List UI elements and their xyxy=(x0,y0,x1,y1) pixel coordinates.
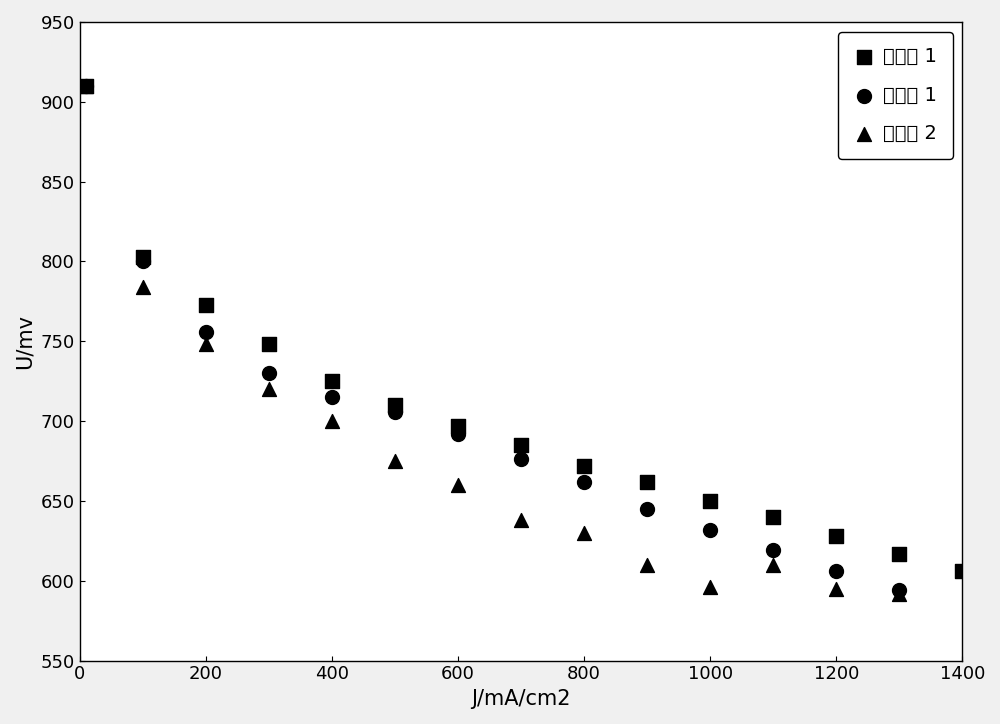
对比例 1 xyxy=(765,544,781,556)
对比例 1 xyxy=(639,503,655,515)
实施例 1 xyxy=(513,439,529,451)
对比例 1 xyxy=(387,405,403,417)
实施例 1 xyxy=(198,299,214,311)
对比例 2 xyxy=(891,588,907,599)
对比例 1 xyxy=(828,565,844,577)
实施例 1 xyxy=(135,251,151,263)
对比例 2 xyxy=(639,559,655,571)
对比例 2 xyxy=(576,527,592,539)
对比例 2 xyxy=(261,384,277,395)
对比例 1 xyxy=(78,80,94,92)
对比例 2 xyxy=(387,455,403,467)
对比例 1 xyxy=(450,428,466,439)
对比例 1 xyxy=(576,476,592,487)
实施例 1 xyxy=(261,339,277,350)
实施例 1 xyxy=(324,376,340,387)
Legend: 实施例 1, 对比例 1, 对比例 2: 实施例 1, 对比例 1, 对比例 2 xyxy=(838,32,953,159)
对比例 1 xyxy=(513,454,529,466)
Y-axis label: U/mv: U/mv xyxy=(15,313,35,369)
实施例 1 xyxy=(891,548,907,560)
对比例 2 xyxy=(450,479,466,491)
对比例 2 xyxy=(765,559,781,571)
对比例 2 xyxy=(78,80,94,92)
X-axis label: J/mA/cm2: J/mA/cm2 xyxy=(471,689,571,709)
对比例 1 xyxy=(324,392,340,403)
对比例 2 xyxy=(513,514,529,526)
实施例 1 xyxy=(639,476,655,487)
对比例 1 xyxy=(198,326,214,337)
实施例 1 xyxy=(450,420,466,432)
对比例 1 xyxy=(702,524,718,536)
对比例 1 xyxy=(891,584,907,596)
对比例 1 xyxy=(135,256,151,267)
实施例 1 xyxy=(765,511,781,523)
实施例 1 xyxy=(828,530,844,542)
实施例 1 xyxy=(78,80,94,92)
对比例 2 xyxy=(198,339,214,350)
实施例 1 xyxy=(702,495,718,507)
对比例 2 xyxy=(828,583,844,594)
实施例 1 xyxy=(954,565,970,577)
对比例 1 xyxy=(261,367,277,379)
对比例 2 xyxy=(135,281,151,292)
对比例 2 xyxy=(324,416,340,427)
对比例 2 xyxy=(702,581,718,593)
实施例 1 xyxy=(576,460,592,471)
实施例 1 xyxy=(387,400,403,411)
